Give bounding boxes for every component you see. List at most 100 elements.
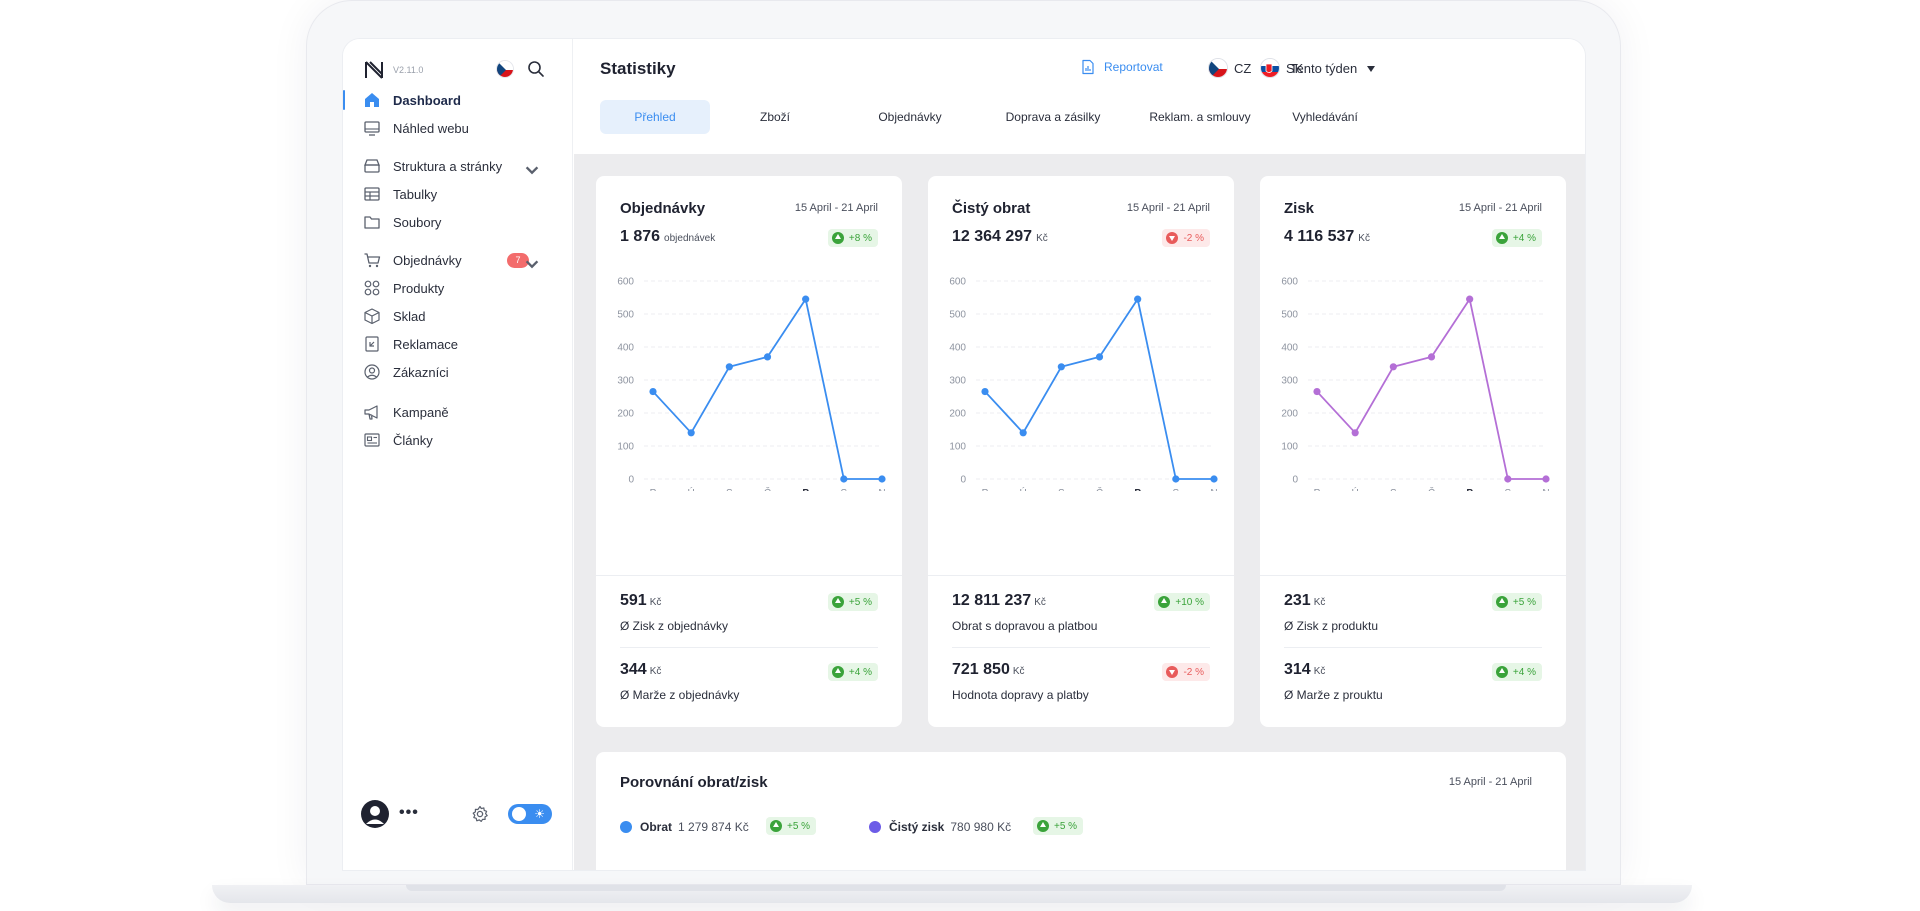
sidebar-item-dashboard[interactable]: Dashboard (343, 85, 573, 115)
card-value-number: 1 876 (620, 228, 661, 245)
sidebar-item-tabulky[interactable]: Tabulky (343, 179, 573, 209)
sidebar-item-label: Články (393, 432, 433, 448)
sidebar-item-label: Sklad (393, 308, 426, 324)
sidebar-item-zakaznici[interactable]: Zákazníci (343, 357, 573, 387)
y-tick-label: 100 (949, 442, 966, 453)
card-value-unit: objednávek (664, 233, 716, 244)
x-tick-label: S (1172, 488, 1179, 491)
change-badge: -2 % (1162, 229, 1210, 247)
chevron-down-icon[interactable] (523, 161, 541, 179)
card-date: 15 April - 21 April (1448, 776, 1532, 788)
tab-reklamace[interactable]: Reklam. a smlouvy (1149, 110, 1251, 124)
legend-obrat[interactable]: Obrat 1 279 874 Kč (620, 820, 749, 834)
avatar[interactable] (361, 800, 389, 828)
change-value: +4 % (848, 666, 872, 678)
stat-card-objednavky: Objednávky 15 April - 21 April 1 876 obje… (596, 176, 902, 727)
tab-zbozi[interactable]: Zboží (759, 110, 790, 124)
change-value: +4 % (1512, 666, 1536, 678)
period-select[interactable]: Tento týden (1290, 61, 1376, 76)
y-tick-label: 200 (949, 409, 966, 420)
arrow-up-icon (1158, 596, 1171, 608)
arrow-up-icon (1495, 596, 1508, 608)
y-tick-label: 500 (949, 310, 966, 321)
metric-number: 591 (620, 592, 647, 609)
x-tick-label: P (802, 488, 809, 491)
card-date: 15 April - 21 April (794, 202, 878, 214)
user-circle-icon (364, 364, 380, 380)
tab-vyhledavani[interactable]: Vyhledávání (1292, 110, 1358, 124)
x-tick-label: Č (1428, 486, 1435, 491)
y-tick-label: 300 (1281, 376, 1298, 387)
sidebar-item-struktura[interactable]: Struktura a stránky (343, 151, 573, 181)
laptop-base-lip (406, 885, 1506, 891)
data-point (802, 295, 810, 303)
change-badge: +5 % (1033, 817, 1084, 835)
app-screen: V2.11.0 Dashboard Náhled webu Struktura … (342, 38, 1586, 871)
sidebar-item-clanky[interactable]: Články (343, 425, 573, 455)
arrow-down-icon (1166, 232, 1179, 244)
y-tick-label: 200 (1281, 409, 1298, 420)
metric-unit: Kč (649, 597, 662, 608)
metric-label: Hodnota dopravy a platby (952, 688, 1089, 702)
x-tick-label: P (650, 488, 657, 491)
chevron-down-icon[interactable] (523, 255, 541, 273)
caret-down-icon (1367, 65, 1376, 72)
arrow-up-icon (831, 596, 844, 608)
tab-objednavky[interactable]: Objednávky (878, 110, 942, 124)
sidebar-footer: ••• ☀ (343, 794, 573, 834)
gear-icon[interactable] (471, 805, 489, 823)
legend-name: Obrat (640, 820, 673, 834)
data-point (1210, 475, 1218, 483)
divider (952, 647, 1210, 648)
search-icon[interactable] (526, 59, 546, 79)
arrow-up-icon (831, 666, 844, 678)
data-point (1504, 475, 1512, 483)
x-tick-label: N (1210, 488, 1217, 491)
legend-cisty-zisk[interactable]: Čistý zisk 780 980 Kč (869, 820, 1011, 834)
sidebar-item-produkty[interactable]: Produkty (343, 273, 573, 303)
change-badge: +4 % (1491, 663, 1542, 681)
metric-number: 231 (1284, 592, 1311, 609)
lang-label: SK (1286, 60, 1304, 76)
sidebar-item-objednavky[interactable]: Objednávky 7 (343, 245, 573, 275)
app-version: V2.11.0 (393, 65, 424, 75)
report-button[interactable]: Reportovat (1080, 59, 1163, 75)
sidebar-item-nahled-webu[interactable]: Náhled webu (343, 113, 573, 143)
metric-unit: Kč (1313, 666, 1326, 677)
sidebar-item-soubory[interactable]: Soubory (343, 207, 573, 237)
lang-cz-button[interactable]: CZ (1208, 58, 1251, 78)
sidebar-item-label: Kampaně (393, 404, 449, 420)
card-value-unit: Kč (1036, 233, 1048, 244)
tab-prehled[interactable]: Přehled (600, 100, 710, 134)
change-value: +5 % (787, 820, 811, 832)
sidebar-item-kampane[interactable]: Kampaně (343, 397, 573, 427)
divider (1284, 647, 1542, 648)
data-point (649, 387, 657, 396)
change-value: +4 % (1512, 232, 1536, 244)
y-tick-label: 300 (949, 376, 966, 387)
cz-flag-icon[interactable] (496, 60, 514, 78)
sidebar-item-reklamace[interactable]: Reklamace (343, 329, 573, 359)
arrow-up-icon (831, 232, 844, 244)
card-value: 4 116 537 Kč (1284, 228, 1370, 246)
x-tick-label: P (1466, 488, 1473, 491)
data-point (840, 475, 848, 483)
metric-unit: Kč (1034, 597, 1046, 608)
theme-toggle[interactable]: ☀ (508, 804, 552, 824)
lang-sk-button[interactable]: SK (1260, 58, 1303, 78)
metric-unit: Kč (1313, 597, 1326, 608)
x-tick-label: Č (1096, 486, 1103, 491)
sidebar-item-sklad[interactable]: Sklad (343, 301, 573, 331)
change-badge: +5 % (766, 817, 817, 835)
y-tick-label: 600 (1281, 277, 1298, 288)
x-tick-label: Ú (688, 486, 695, 491)
series-line (1316, 298, 1546, 480)
data-point (981, 387, 989, 396)
tab-doprava[interactable]: Doprava a zásilky (1005, 110, 1101, 124)
change-badge: +10 % (1154, 593, 1210, 611)
data-point (1134, 295, 1142, 303)
return-icon (365, 336, 379, 352)
logo-icon[interactable] (363, 59, 385, 81)
more-menu-button[interactable]: ••• (399, 804, 419, 821)
x-tick-label: N (878, 488, 885, 491)
